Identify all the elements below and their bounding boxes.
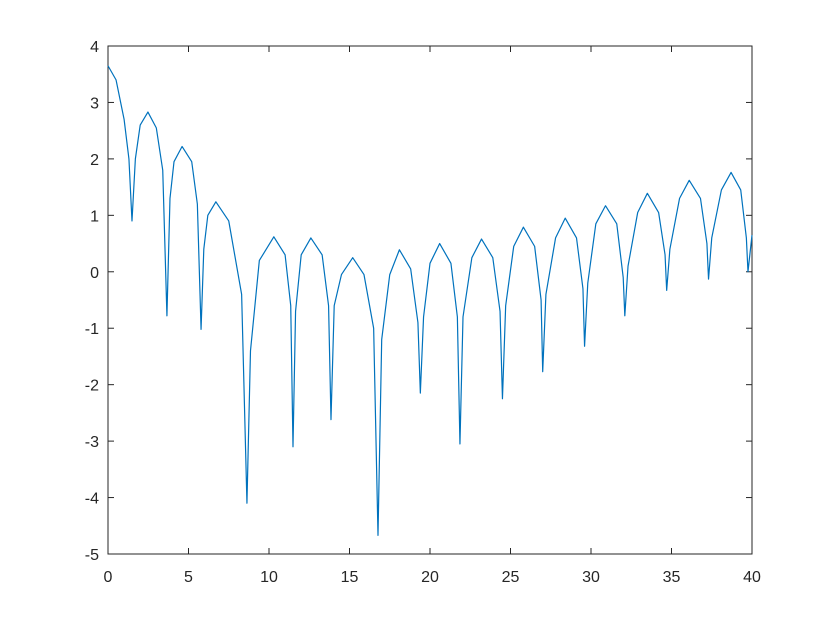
y-tick-label: 1: [90, 208, 99, 225]
y-tick-label: -2: [85, 378, 99, 395]
y-tick-label: -1: [85, 321, 99, 338]
x-tick-label: 10: [260, 569, 278, 586]
x-tick-label: 0: [104, 569, 113, 586]
y-tick-label: 3: [90, 95, 99, 112]
x-tick-label: 20: [421, 569, 439, 586]
y-tick-label: -5: [85, 547, 99, 564]
x-tick-label: 40: [743, 569, 761, 586]
x-tick-label: 30: [582, 569, 600, 586]
x-tick-label: 5: [184, 569, 193, 586]
x-tick-label: 15: [341, 569, 359, 586]
y-tick-label: -4: [85, 491, 99, 508]
y-tick-label: 0: [90, 265, 99, 282]
line: [107, 65, 753, 536]
x-tick-label: 35: [663, 569, 681, 586]
y-tick-label: -3: [85, 434, 99, 451]
plot-area: [107, 45, 753, 555]
x-tick-label: 25: [502, 569, 520, 586]
y-tick-label: 2: [90, 152, 99, 169]
y-tick-label: 4: [90, 39, 99, 56]
